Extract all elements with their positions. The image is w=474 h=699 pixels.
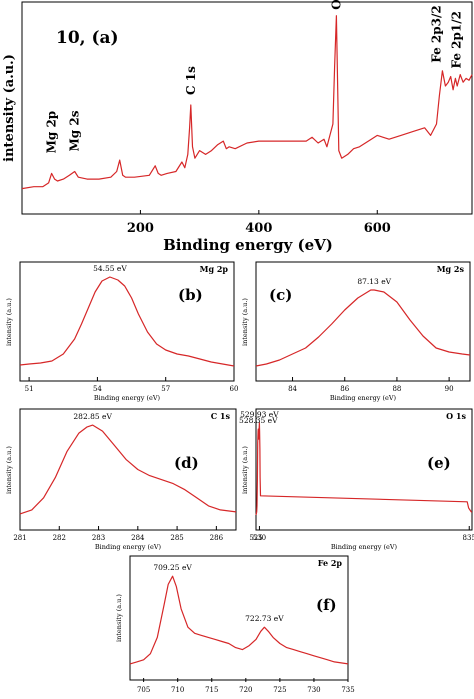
- panel-a-plot: [21, 15, 473, 190]
- panel-e-peak-label: 528.35 eV: [239, 416, 278, 425]
- panel-d-series-line: [19, 424, 237, 515]
- panel-d-ticks: 281 282 283 284 285 286: [13, 526, 224, 542]
- panel-b-peak-label: 54.55 eV: [93, 264, 127, 273]
- panel-d-xtick-label: 285: [170, 534, 183, 542]
- panel-d: (d) C 1s intensity (a.u.) Binding energy…: [5, 408, 237, 551]
- panel-f-ticks: 705 710 715 720 725 730 735: [137, 678, 355, 694]
- panel-d-plot: [19, 424, 237, 515]
- panel-e-xtick-label: 525: [249, 534, 262, 542]
- panel-c-xtick-label: 90: [445, 385, 454, 393]
- panel-f-frame: [129, 555, 349, 681]
- panel-f-series-line: [129, 575, 349, 665]
- panel-a-xtick-label: 200: [127, 221, 154, 236]
- panel-b-title: Mg 2p: [200, 264, 229, 274]
- panel-d-label: (d): [174, 454, 199, 472]
- panel-b-xtick-label: 51: [25, 385, 34, 393]
- panel-a-ylabel: intensity (a.u.): [2, 54, 17, 162]
- panel-b-xlabel: Binding energy (eV): [94, 394, 161, 402]
- panel-b-annotations: 54.55 eV: [93, 264, 127, 273]
- panel-f-xtick-label: 735: [341, 686, 354, 694]
- panel-d-ylabel: intensity (a.u.): [5, 446, 13, 494]
- panel-d-xtick-label: 281: [13, 534, 26, 542]
- panel-f-plot: [129, 575, 349, 665]
- panel-a-annotation: Fe 2p3/2: [429, 5, 443, 63]
- panel-b-xtick-label: 60: [230, 385, 239, 393]
- panel-b-label: (b): [178, 286, 203, 304]
- panel-b-frame: [19, 261, 235, 382]
- panel-d-xtick-label: 286: [210, 534, 224, 542]
- panel-d-xlabel: Binding energy (eV): [95, 543, 162, 551]
- panel-a-series-line: [21, 15, 473, 190]
- panel-a-xtick-label: 600: [364, 221, 391, 236]
- panel-d-xtick-label: 284: [131, 534, 145, 542]
- panel-b-ylabel: intensity (a.u.): [5, 298, 13, 346]
- panel-f-xtick-label: 710: [171, 686, 184, 694]
- panel-e-label: (e): [427, 454, 451, 472]
- panel-a-annotations: Mg 2p Mg 2s C 1s O 1s Fe 2p3/2 Fe 2p1/2: [45, 0, 464, 153]
- panel-c-xlabel: Binding energy (eV): [330, 394, 397, 402]
- panel-a-xtick-label: 400: [245, 221, 272, 236]
- panel-f-ylabel: intensity (a.u.): [115, 594, 123, 642]
- panel-e-xlabel: Binding energy (eV): [331, 543, 398, 551]
- panel-f-peak-label: 722.73 eV: [245, 614, 284, 623]
- panel-b-ticks: 51 54 57 60: [25, 377, 239, 393]
- panel-f-peak-label: 709.25 eV: [153, 563, 192, 572]
- panel-e-ylabel: intensity (a.u.): [241, 446, 249, 494]
- panel-c-series-line: [255, 289, 471, 367]
- panel-a-annotation: Mg 2s: [68, 110, 82, 151]
- panel-f-xtick-label: 730: [307, 686, 320, 694]
- panel-e-plot: [255, 422, 472, 516]
- panel-a-xlabel: Binding energy (eV): [163, 236, 333, 254]
- panel-f: (f) Fe 2p intensity (a.u.) 705 710 715 720 7…: [115, 555, 355, 694]
- panel-f-xtick-label: 720: [239, 686, 252, 694]
- panel-c-ylabel: intensity (a.u.): [241, 298, 249, 346]
- panel-b-xtick-label: 54: [93, 385, 102, 393]
- panel-c-frame: [255, 261, 471, 382]
- panel-a-annotation: Fe 2p1/2: [450, 11, 464, 69]
- panel-e-xtick-label: 530: [253, 534, 266, 542]
- panel-d-annotations: 282.85 eV: [73, 412, 112, 421]
- panel-c: (c) Mg 2s intensity (a.u.) Binding energ…: [241, 261, 471, 402]
- panel-b: (b) Mg 2p intensity (a.u.) Binding energ…: [5, 261, 239, 402]
- panel-e-series-line: [255, 422, 472, 516]
- panel-f-label: (f): [316, 596, 337, 614]
- panel-a-annotation: O 1s: [329, 0, 343, 10]
- panel-b-xtick-label: 57: [161, 385, 170, 393]
- panel-f-annotations: 709.25 eV 722.73 eV: [153, 563, 284, 623]
- panel-f-title: Fe 2p: [318, 558, 343, 568]
- panel-c-plot: [255, 289, 471, 367]
- panel-d-frame: [19, 408, 237, 531]
- panel-d-xtick-label: 282: [53, 534, 66, 542]
- panel-a-label: 10, (a): [56, 28, 119, 48]
- panel-e: (e) O 1s intensity (a.u.) Binding energy…: [239, 408, 474, 551]
- panel-d-xtick-label: 283: [92, 534, 105, 542]
- panel-d-title: C 1s: [211, 411, 231, 421]
- panel-f-xtick-label: 715: [205, 686, 218, 694]
- panel-a: 10, (a) intensity (a.u.) Binding energy …: [2, 0, 473, 254]
- panel-a-ticks: 200 400 600: [127, 210, 391, 236]
- panel-c-peak-label: 87.13 eV: [357, 277, 391, 286]
- panel-c-xtick-label: 84: [288, 385, 297, 393]
- panel-c-title: Mg 2s: [437, 264, 465, 274]
- panel-e-peak-label: 529.93 eV: [240, 410, 279, 419]
- panel-a-annotation: C 1s: [184, 66, 198, 95]
- panel-c-annotations: 87.13 eV: [357, 277, 391, 286]
- panel-b-series-line: [19, 276, 235, 367]
- panel-e-title: O 1s: [446, 411, 466, 421]
- panel-d-peak-label: 282.85 eV: [73, 412, 112, 421]
- panel-a-annotation: Mg 2p: [45, 111, 59, 154]
- panel-c-xtick-label: 88: [392, 385, 401, 393]
- panel-e-xtick-label: 835: [463, 534, 474, 542]
- panel-e-frame: [255, 408, 473, 531]
- panel-b-plot: [19, 276, 235, 367]
- panel-f-xtick-label: 705: [137, 686, 150, 694]
- panel-a-frame: [21, 1, 473, 215]
- panel-c-ticks: 84 86 88 90: [288, 377, 454, 393]
- panel-f-xtick-label: 725: [273, 686, 286, 694]
- panel-c-xtick-label: 86: [340, 385, 349, 393]
- panel-c-label: (c): [269, 286, 292, 304]
